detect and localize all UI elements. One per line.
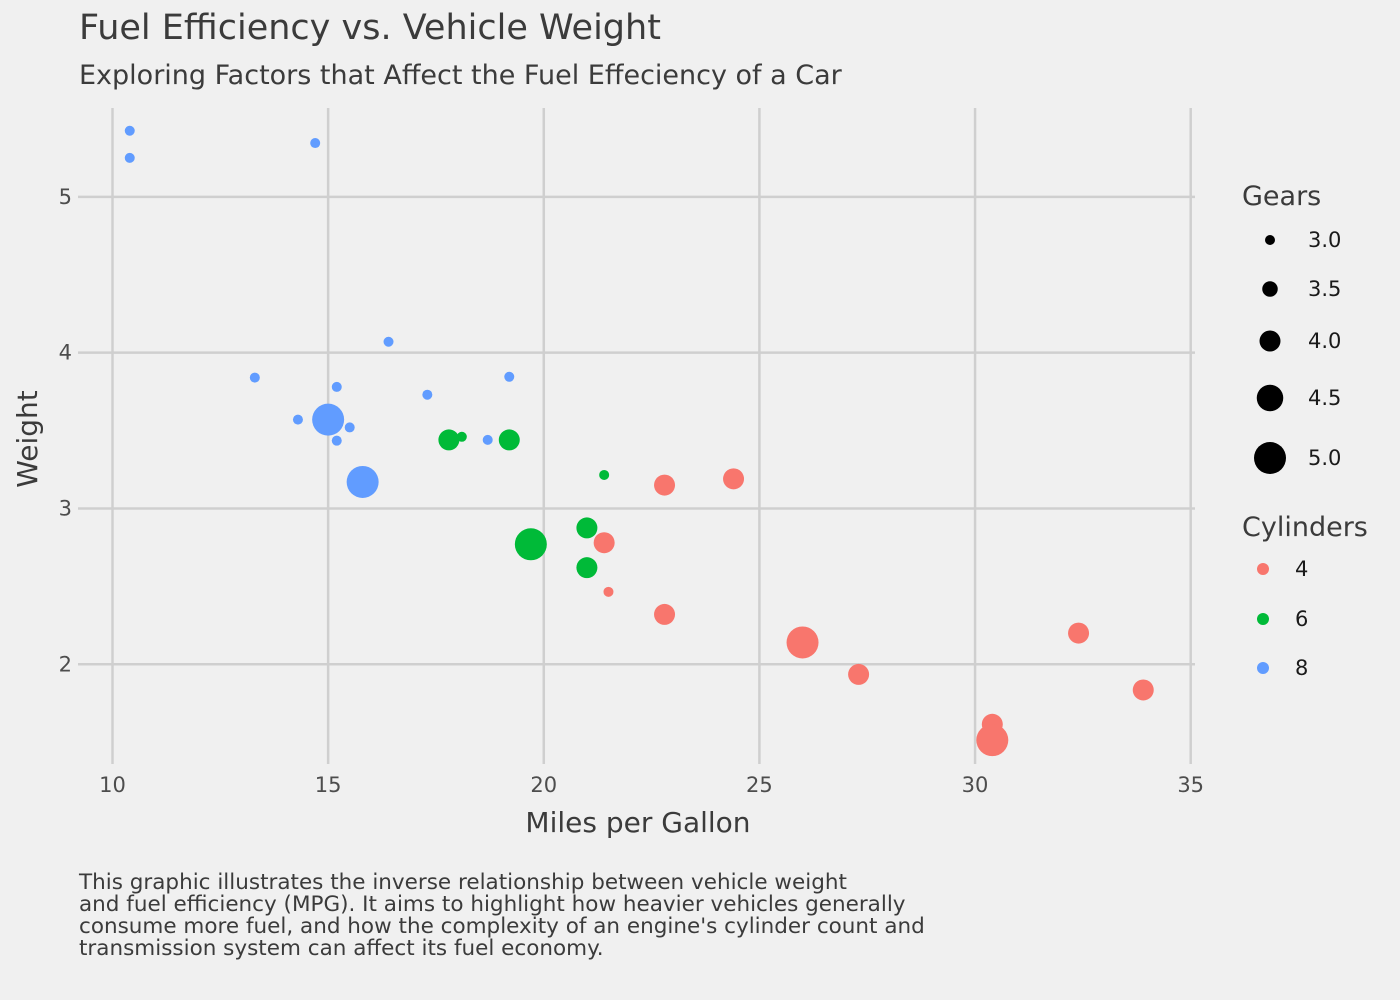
legend-size-label: 5.0 (1308, 446, 1341, 470)
data-points (124, 125, 1154, 757)
data-point (576, 517, 598, 539)
data-point (593, 532, 615, 554)
x-tick-label: 35 (1177, 773, 1204, 797)
data-point (1132, 679, 1154, 701)
data-point (514, 528, 547, 561)
legend-title-gears: Gears (1242, 181, 1321, 212)
data-point (603, 586, 614, 597)
caption-line: transmission system can affect its fuel … (79, 936, 604, 961)
data-point (723, 468, 745, 490)
x-tick-label: 25 (746, 773, 773, 797)
legend-size-label: 3.0 (1308, 228, 1341, 252)
legend-size-label: 4.5 (1308, 386, 1341, 410)
data-point (599, 469, 610, 480)
legend-color-marker (1257, 563, 1269, 575)
data-point (504, 371, 515, 382)
caption-line: This graphic illustrates the inverse rel… (79, 870, 847, 895)
data-point (1068, 622, 1090, 644)
legend-size-label: 3.5 (1308, 277, 1341, 301)
legend-color-label: 8 (1295, 656, 1308, 680)
data-point (976, 724, 1009, 757)
data-point (482, 434, 493, 445)
data-point (310, 138, 321, 149)
x-axis-ticks: 10 15 20 25 30 35 (99, 773, 1204, 797)
data-point (124, 125, 135, 136)
legend-size-marker (1256, 384, 1284, 412)
caption-line: and fuel efficiency (MPG). It aims to hi… (79, 892, 906, 917)
legend: Gears 3.0 3.5 4.0 4.5 5.0 Cylinders 4 6 8 (1242, 181, 1368, 680)
legend-size-label: 4.0 (1308, 329, 1341, 353)
data-point (438, 429, 460, 451)
legend-color-marker (1257, 662, 1269, 674)
legend-color-label: 4 (1295, 557, 1308, 581)
data-point (383, 336, 394, 347)
grid-lines (78, 108, 1195, 764)
y-axis-ticks: 2 3 4 5 (59, 185, 72, 676)
y-tick-label: 5 (59, 185, 72, 209)
data-point (498, 429, 520, 451)
data-point (654, 474, 676, 496)
x-tick-label: 30 (962, 773, 989, 797)
legend-color-marker (1257, 613, 1269, 625)
legend-size-marker (1262, 281, 1278, 297)
legend-size-marker (1259, 330, 1281, 352)
x-tick-label: 15 (315, 773, 342, 797)
data-point (576, 557, 598, 579)
y-tick-label: 3 (59, 496, 72, 520)
data-point (331, 381, 342, 392)
legend-size-marker (1265, 235, 1275, 245)
chart-title: Fuel Efficiency vs. Vehicle Weight (79, 8, 661, 48)
data-point (331, 435, 342, 446)
x-tick-label: 20 (530, 773, 557, 797)
y-tick-label: 4 (59, 341, 72, 365)
legend-title-cylinders: Cylinders (1242, 512, 1368, 543)
x-axis-title: Miles per Gallon (525, 806, 750, 839)
data-point (312, 403, 345, 436)
x-tick-label: 10 (99, 773, 126, 797)
data-point (422, 389, 433, 400)
legend-size-marker (1254, 442, 1286, 474)
y-tick-label: 2 (59, 652, 72, 676)
data-point (654, 603, 676, 625)
data-point (344, 422, 355, 433)
data-point (292, 414, 303, 425)
caption-line: consume more fuel, and how the complexit… (79, 914, 925, 939)
data-point (848, 663, 870, 685)
legend-color-label: 6 (1295, 607, 1308, 631)
color-legend-entries: 4 6 8 (1257, 557, 1308, 680)
chart-subtitle: Exploring Factors that Affect the Fuel E… (79, 60, 842, 91)
size-legend-entries: 3.0 3.5 4.0 4.5 5.0 (1254, 228, 1341, 474)
data-point (346, 465, 379, 498)
data-point (786, 626, 819, 659)
data-point (249, 372, 260, 383)
chart-caption: This graphic illustrates the inverse rel… (79, 872, 925, 960)
data-point (124, 152, 135, 163)
y-axis-title: Weight (11, 390, 44, 488)
